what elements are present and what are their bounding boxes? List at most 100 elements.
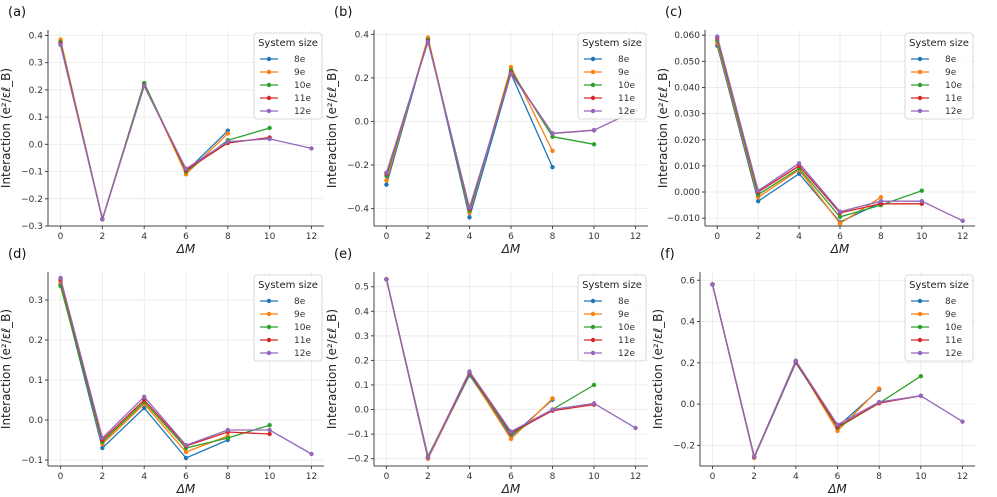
legend-label-11e: 11e	[618, 94, 635, 104]
y-axis-title: Interaction (e²/εℓ_B)	[0, 68, 13, 188]
legend-label-8e: 8e	[945, 297, 957, 307]
y-tick-label: 0.0	[29, 416, 44, 426]
legend-label-11e: 11e	[945, 336, 962, 346]
legend-label-8e: 8e	[294, 55, 306, 65]
legend-swatch-marker	[590, 108, 596, 114]
y-tick-label: −0.1	[347, 430, 369, 440]
x-tick-label: 0	[384, 232, 390, 242]
data-point-11e	[267, 431, 272, 437]
series-line-10e	[385, 279, 595, 459]
y-tick-label: 0.060	[674, 31, 700, 41]
y-tick-label: 0.1	[29, 113, 43, 123]
y-tick-label: −0.2	[347, 161, 369, 171]
x-tick-label: 0	[58, 472, 64, 482]
legend-swatch-marker	[590, 337, 596, 343]
x-tick-label: 12	[630, 472, 641, 482]
legend-label-11e: 11e	[294, 94, 311, 104]
legend-swatch-marker	[917, 350, 923, 356]
panel-label: (d)	[8, 247, 26, 262]
data-point-10e	[267, 125, 272, 131]
panel-1: 0 2 4 6 8 10 12 −0.4 −0.2 0.0 0.2 0.4 ΔM Interaction …	[325, 5, 648, 256]
x-tick-label: 2	[755, 232, 761, 242]
x-axis-title: ΔM	[176, 242, 196, 256]
data-point-12e	[876, 399, 882, 405]
data-point-12e	[141, 83, 147, 89]
series-line-11e	[711, 284, 921, 459]
y-tick-label: 0.000	[674, 188, 700, 198]
data-point-12e	[225, 427, 231, 433]
data-point-10e	[919, 188, 925, 193]
legend: System size 8e 9e 10e 11e 12e	[904, 274, 974, 362]
y-tick-label: 0.5	[355, 283, 369, 293]
data-point-9e	[878, 195, 884, 200]
data-point-12e	[550, 131, 555, 136]
x-tick-label: 12	[957, 232, 968, 242]
legend-label-12e: 12e	[294, 349, 311, 359]
series-line-10e	[59, 285, 270, 449]
panel-5: 0 2 4 6 8 10 12 −0.2 0.0 0.2 0.4 0.6 ΔM Interaction (…	[651, 247, 975, 496]
y-tick-label: 0.0	[355, 117, 370, 127]
x-tick-label: 4	[796, 232, 802, 242]
legend-label-10e: 10e	[618, 81, 635, 91]
y-tick-label: −0.2	[673, 441, 695, 451]
legend-label-10e: 10e	[294, 323, 311, 333]
x-tick-label: 8	[225, 232, 231, 242]
y-tick-label: −0.3	[21, 222, 43, 232]
data-point-10e	[550, 134, 555, 139]
y-tick-label: 0.4	[355, 30, 370, 40]
series-line-10e	[59, 42, 270, 222]
data-point-12e	[425, 455, 431, 460]
series-line-11e	[59, 43, 270, 222]
panel-label: (b)	[334, 5, 352, 20]
legend-label-11e: 11e	[945, 94, 962, 104]
data-point-12e	[837, 209, 843, 214]
legend-title: System size	[258, 38, 318, 49]
legend-swatch-marker	[590, 82, 596, 88]
legend-swatch-marker	[266, 95, 272, 101]
legend-label-8e: 8e	[945, 55, 957, 65]
data-point-12e	[100, 216, 105, 222]
legend-title: System size	[582, 280, 642, 291]
legend-swatch-marker	[590, 350, 596, 356]
data-point-12e	[919, 198, 925, 204]
data-point-12e	[591, 401, 597, 406]
x-tick-label: 12	[630, 232, 641, 242]
legend-title: System size	[258, 280, 318, 291]
x-tick-label: 10	[264, 472, 276, 482]
data-point-10e	[837, 214, 843, 220]
x-tick-label: 2	[99, 472, 105, 482]
series-line-11e	[385, 279, 595, 460]
data-point-8e	[796, 171, 802, 176]
legend-label-12e: 12e	[945, 107, 962, 117]
y-tick-label: 0.040	[674, 83, 700, 93]
y-tick-label: 0.3	[29, 59, 43, 69]
x-tick-label: 8	[225, 472, 231, 482]
data-point-12e	[793, 358, 799, 363]
data-point-10e	[918, 374, 924, 379]
data-point-12e	[267, 136, 272, 142]
data-point-8e	[100, 445, 105, 451]
series-line-10e	[711, 284, 922, 459]
x-tick-label: 4	[141, 232, 147, 242]
legend-label-11e: 11e	[618, 336, 635, 346]
data-point-12e	[58, 42, 63, 48]
data-point-9e	[508, 64, 514, 70]
legend-swatch-marker	[266, 337, 272, 343]
legend-label-9e: 9e	[945, 68, 957, 78]
data-point-8e	[183, 455, 189, 461]
legend: System size 8e 9e 10e 11e 12e	[904, 32, 974, 120]
data-point-12e	[835, 422, 840, 427]
y-tick-label: 0.030	[674, 110, 700, 120]
legend-swatch-marker	[590, 69, 596, 75]
data-point-12e	[309, 146, 314, 151]
x-tick-label: 8	[876, 472, 882, 482]
data-point-12e	[591, 127, 597, 133]
y-tick-label: −0.010	[667, 214, 701, 224]
x-axis-title: ΔM	[501, 482, 521, 496]
legend-label-11e: 11e	[294, 336, 311, 346]
legend-label-8e: 8e	[618, 297, 630, 307]
y-tick-label: 0.4	[29, 31, 44, 41]
x-tick-label: 2	[99, 232, 105, 242]
data-point-9e	[225, 131, 231, 136]
